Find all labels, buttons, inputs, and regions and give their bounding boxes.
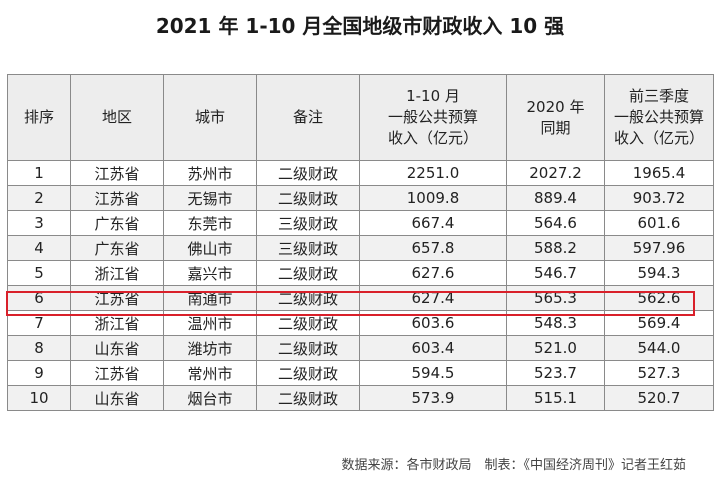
cell-city: 苏州市: [163, 160, 257, 186]
table-row: 1 江苏省 苏州市 二级财政 2251.0 2027.2 1965.4: [7, 160, 714, 186]
cell-revenue: 627.6: [359, 260, 507, 286]
header-2020-same-period: 2020 年同期: [506, 74, 605, 161]
cell-city: 温州市: [163, 310, 257, 336]
cell-rank: 9: [7, 360, 71, 386]
cell-note: 二级财政: [256, 310, 360, 336]
cell-prior-year: 889.4: [506, 185, 605, 211]
cell-region: 浙江省: [70, 260, 164, 286]
header-note: 备注: [256, 74, 360, 161]
cell-note: 二级财政: [256, 185, 360, 211]
table-row: 8 山东省 潍坊市 二级财政 603.4 521.0 544.0: [7, 335, 714, 361]
cell-revenue: 1009.8: [359, 185, 507, 211]
cell-prior-year: 515.1: [506, 385, 605, 411]
cell-rank: 3: [7, 210, 71, 236]
cell-prior-year: 548.3: [506, 310, 605, 336]
cell-note: 二级财政: [256, 285, 360, 311]
cell-q3-revenue: 594.3: [604, 260, 714, 286]
cell-region: 江苏省: [70, 160, 164, 186]
cell-prior-year: 2027.2: [506, 160, 605, 186]
cell-revenue: 594.5: [359, 360, 507, 386]
cell-q3-revenue: 1965.4: [604, 160, 714, 186]
table-row: 5 浙江省 嘉兴市 二级财政 627.6 546.7 594.3: [7, 260, 714, 286]
cell-q3-revenue: 601.6: [604, 210, 714, 236]
cell-region: 浙江省: [70, 310, 164, 336]
cell-prior-year: 564.6: [506, 210, 605, 236]
cell-city: 烟台市: [163, 385, 257, 411]
header-rank: 排序: [7, 74, 71, 161]
table-row: 2 江苏省 无锡市 二级财政 1009.8 889.4 903.72: [7, 185, 714, 211]
cell-q3-revenue: 527.3: [604, 360, 714, 386]
cell-revenue: 657.8: [359, 235, 507, 261]
cell-q3-revenue: 520.7: [604, 385, 714, 411]
header-revenue-jan-oct: 1-10 月一般公共预算 收入（亿元）: [359, 74, 507, 161]
header-revenue-q1-q3: 前三季度 一般公共预算 收入（亿元）: [604, 74, 714, 161]
cell-q3-revenue: 544.0: [604, 335, 714, 361]
cell-note: 二级财政: [256, 360, 360, 386]
cell-note: 二级财政: [256, 160, 360, 186]
cell-revenue: 573.9: [359, 385, 507, 411]
cell-rank: 10: [7, 385, 71, 411]
cell-prior-year: 565.3: [506, 285, 605, 311]
cell-region: 江苏省: [70, 360, 164, 386]
cell-region: 江苏省: [70, 185, 164, 211]
table-row: 9 江苏省 常州市 二级财政 594.5 523.7 527.3: [7, 360, 714, 386]
cell-rank: 6: [7, 285, 71, 311]
cell-q3-revenue: 569.4: [604, 310, 714, 336]
cell-city: 嘉兴市: [163, 260, 257, 286]
table-row: 10 山东省 烟台市 二级财政 573.9 515.1 520.7: [7, 385, 714, 411]
header-city: 城市: [163, 74, 257, 161]
table-row: 3 广东省 东莞市 三级财政 667.4 564.6 601.6: [7, 210, 714, 236]
source-note: 数据来源：各市财政局 制表：《中国经济周刊》记者王红茹: [341, 458, 686, 473]
cell-city: 南通市: [163, 285, 257, 311]
cell-note: 二级财政: [256, 260, 360, 286]
cell-q3-revenue: 562.6: [604, 285, 714, 311]
cell-region: 广东省: [70, 235, 164, 261]
table-title: 2021 年 1-10 月全国地级市财政收入 10 强: [155, 14, 565, 38]
cell-region: 山东省: [70, 335, 164, 361]
header-region: 地区: [70, 74, 164, 161]
cell-city: 东莞市: [163, 210, 257, 236]
cell-revenue: 603.4: [359, 335, 507, 361]
cell-q3-revenue: 903.72: [604, 185, 714, 211]
cell-prior-year: 521.0: [506, 335, 605, 361]
cell-city: 常州市: [163, 360, 257, 386]
header-row: 排序 地区 城市 备注 1-10 月一般公共预算 收入（亿元） 2020 年同期 …: [7, 74, 714, 161]
cell-prior-year: 523.7: [506, 360, 605, 386]
cell-prior-year: 546.7: [506, 260, 605, 286]
cell-city: 潍坊市: [163, 335, 257, 361]
cell-note: 二级财政: [256, 335, 360, 361]
cell-rank: 7: [7, 310, 71, 336]
cell-revenue: 603.6: [359, 310, 507, 336]
cell-rank: 2: [7, 185, 71, 211]
cell-city: 佛山市: [163, 235, 257, 261]
cell-q3-revenue: 597.96: [604, 235, 714, 261]
cell-revenue: 627.4: [359, 285, 507, 311]
table-row: 4 广东省 佛山市 三级财政 657.8 588.2 597.96: [7, 235, 714, 261]
revenue-ranking-table: 排序 地区 城市 备注 1-10 月一般公共预算 收入（亿元） 2020 年同期 …: [7, 74, 714, 411]
cell-rank: 4: [7, 235, 71, 261]
cell-prior-year: 588.2: [506, 235, 605, 261]
cell-rank: 8: [7, 335, 71, 361]
cell-note: 三级财政: [256, 235, 360, 261]
cell-rank: 5: [7, 260, 71, 286]
cell-revenue: 2251.0: [359, 160, 507, 186]
cell-city: 无锡市: [163, 185, 257, 211]
table-row-highlighted: 6 江苏省 南通市 二级财政 627.4 565.3 562.6: [7, 285, 714, 311]
cell-region: 山东省: [70, 385, 164, 411]
cell-revenue: 667.4: [359, 210, 507, 236]
cell-note: 二级财政: [256, 385, 360, 411]
cell-region: 江苏省: [70, 285, 164, 311]
cell-rank: 1: [7, 160, 71, 186]
table-row: 7 浙江省 温州市 二级财政 603.6 548.3 569.4: [7, 310, 714, 336]
cell-note: 三级财政: [256, 210, 360, 236]
cell-region: 广东省: [70, 210, 164, 236]
